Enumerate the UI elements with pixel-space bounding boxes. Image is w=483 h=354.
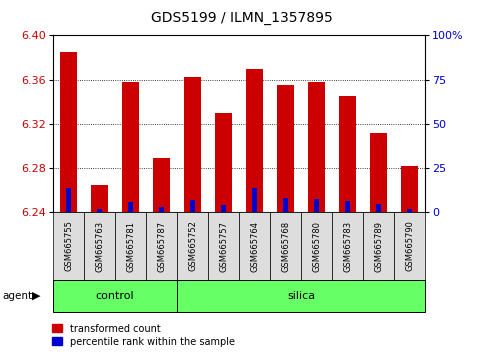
Text: GSM665755: GSM665755 bbox=[64, 221, 73, 272]
Bar bbox=[301, 212, 332, 280]
Text: control: control bbox=[96, 291, 134, 301]
Bar bbox=[159, 207, 164, 212]
Bar bbox=[277, 85, 294, 212]
Text: GDS5199 / ILMN_1357895: GDS5199 / ILMN_1357895 bbox=[151, 11, 332, 25]
Bar bbox=[84, 212, 115, 280]
Bar bbox=[190, 200, 195, 212]
Bar bbox=[60, 52, 77, 212]
Bar bbox=[184, 78, 201, 212]
Bar bbox=[308, 82, 325, 212]
Bar bbox=[339, 96, 356, 212]
Bar bbox=[122, 82, 139, 212]
Text: GSM665757: GSM665757 bbox=[219, 221, 228, 272]
Bar bbox=[153, 158, 170, 212]
Bar bbox=[128, 202, 133, 212]
Bar bbox=[314, 199, 319, 212]
Bar bbox=[53, 212, 84, 280]
Bar bbox=[407, 209, 412, 212]
Bar bbox=[370, 133, 387, 212]
Bar bbox=[208, 212, 239, 280]
Bar bbox=[246, 69, 263, 212]
Text: agent: agent bbox=[2, 291, 32, 301]
Bar bbox=[53, 280, 177, 312]
Bar bbox=[177, 212, 208, 280]
Text: ▶: ▶ bbox=[32, 291, 41, 301]
Bar bbox=[115, 212, 146, 280]
Text: GSM665752: GSM665752 bbox=[188, 221, 197, 272]
Bar bbox=[345, 201, 350, 212]
Bar bbox=[221, 205, 226, 212]
Text: GSM665768: GSM665768 bbox=[281, 221, 290, 272]
Text: silica: silica bbox=[287, 291, 315, 301]
Text: GSM665787: GSM665787 bbox=[157, 221, 166, 272]
Text: GSM665763: GSM665763 bbox=[95, 221, 104, 272]
Bar bbox=[146, 212, 177, 280]
Text: GSM665790: GSM665790 bbox=[405, 221, 414, 272]
Bar bbox=[401, 166, 418, 212]
Bar bbox=[332, 212, 363, 280]
Bar bbox=[66, 188, 71, 212]
Bar bbox=[394, 212, 425, 280]
Bar bbox=[283, 198, 288, 212]
Text: GSM665780: GSM665780 bbox=[312, 221, 321, 272]
Bar bbox=[97, 209, 102, 212]
Bar bbox=[91, 185, 108, 212]
Bar bbox=[363, 212, 394, 280]
Bar bbox=[376, 204, 381, 212]
Text: GSM665781: GSM665781 bbox=[126, 221, 135, 272]
Bar bbox=[252, 188, 257, 212]
Bar bbox=[270, 212, 301, 280]
Text: GSM665783: GSM665783 bbox=[343, 221, 352, 272]
Bar bbox=[215, 113, 232, 212]
Text: GSM665764: GSM665764 bbox=[250, 221, 259, 272]
Bar bbox=[177, 280, 425, 312]
Text: GSM665789: GSM665789 bbox=[374, 221, 383, 272]
Legend: transformed count, percentile rank within the sample: transformed count, percentile rank withi… bbox=[48, 320, 239, 350]
Bar bbox=[239, 212, 270, 280]
